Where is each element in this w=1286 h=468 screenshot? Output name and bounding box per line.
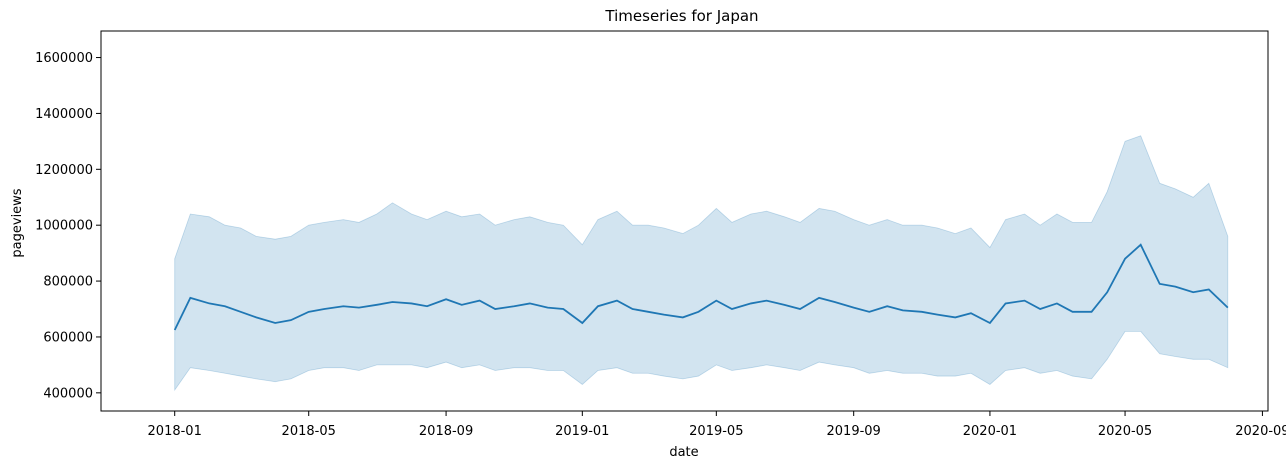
plot-area — [100, 30, 1269, 412]
chart-title: Timeseries for Japan — [604, 7, 758, 25]
x-tick-label: 2020-09 — [1235, 424, 1286, 439]
plot-frame — [100, 30, 1269, 412]
y-axis-label: pageviews — [10, 188, 25, 257]
x-tick-label: 2018-09 — [419, 424, 473, 439]
y-axis-ticks: 400000 600000 800000 1000000 1200000 1400000 1… — [35, 51, 101, 401]
y-tick-label: 1200000 — [35, 163, 93, 178]
y-tick-label: 600000 — [43, 330, 93, 345]
x-tick-label: 2019-05 — [689, 424, 743, 439]
series-line — [173, 243, 1229, 331]
y-tick-label: 1400000 — [35, 107, 93, 122]
y-tick-label: 1000000 — [35, 219, 93, 234]
y-tick-label: 800000 — [43, 275, 93, 290]
x-tick-label: 2018-05 — [282, 424, 336, 439]
confidence-band — [174, 135, 1229, 392]
x-axis-label: date — [669, 445, 698, 460]
x-tick-label: 2019-01 — [555, 424, 609, 439]
x-tick-label: 2020-05 — [1098, 424, 1152, 439]
y-tick-label: 1600000 — [35, 51, 93, 66]
x-axis-ticks: 2018-01 2018-05 2018-09 2019-01 2019-05 2019-… — [148, 411, 1286, 439]
x-tick-label: 2018-01 — [148, 424, 202, 439]
x-tick-label: 2020-01 — [963, 424, 1017, 439]
y-tick-label: 400000 — [43, 386, 93, 401]
x-tick-label: 2019-09 — [827, 424, 881, 439]
